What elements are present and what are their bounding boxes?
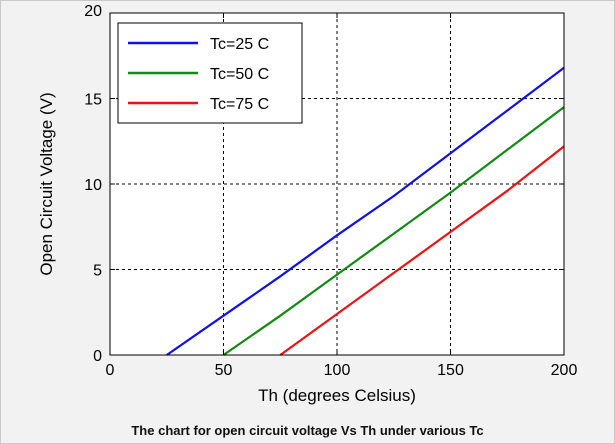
legend-label-2: Tc=50 C xyxy=(210,66,269,83)
series-line-1 xyxy=(166,66,565,356)
x-axis-label: Th (degrees Celsius) xyxy=(258,386,416,405)
x-tick-label: 150 xyxy=(437,362,464,379)
y-tick-label: 10 xyxy=(84,177,102,194)
y-tick-label: 15 xyxy=(84,92,102,109)
x-tick-label: 0 xyxy=(106,362,115,379)
y-tick-label: 20 xyxy=(84,3,102,20)
x-tick-label: 50 xyxy=(215,362,233,379)
series-line-2 xyxy=(222,106,565,356)
x-tick-label: 100 xyxy=(324,362,351,379)
legend-label-3: Tc=75 C xyxy=(210,96,269,113)
x-tick-label: 200 xyxy=(551,362,578,379)
series-line-3 xyxy=(279,145,565,356)
y-axis-label: Open Circuit Voltage (V) xyxy=(37,92,56,275)
y-tick-label: 0 xyxy=(93,348,102,365)
legend-label-1: Tc=25 C xyxy=(210,36,269,53)
legend: Tc=25 C Tc=50 C Tc=75 C xyxy=(117,22,303,124)
figure-caption: The chart for open circuit voltage Vs Th… xyxy=(131,423,484,438)
y-tick-label: 5 xyxy=(93,263,102,280)
